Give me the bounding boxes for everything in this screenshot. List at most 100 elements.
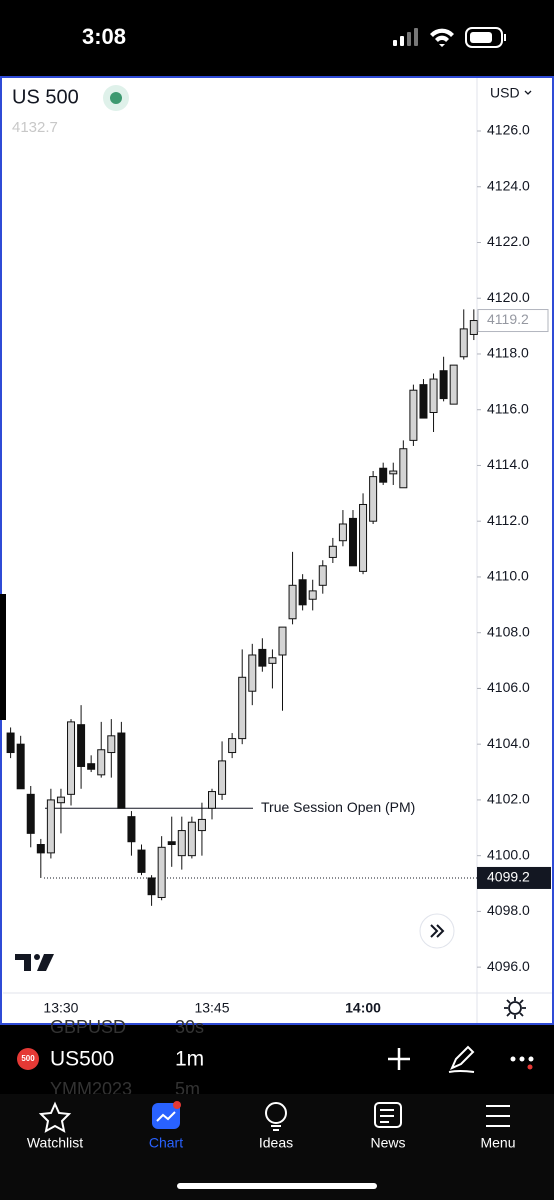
candle-body [228, 738, 237, 754]
candle-body [449, 364, 458, 405]
candle-body [278, 626, 287, 656]
candle-body [56, 796, 65, 804]
candle-body [46, 799, 55, 854]
current-price-label: 4119.2 [487, 311, 529, 327]
last-price: 4132.7 [12, 119, 58, 136]
candle-body [147, 877, 156, 896]
tv-logo [15, 954, 54, 971]
candle-body [389, 470, 398, 475]
candle-body [127, 816, 136, 843]
edge-marker [0, 594, 6, 720]
candle-body [459, 328, 468, 358]
status-icons [393, 27, 506, 48]
settings-icon[interactable] [504, 997, 526, 1019]
add-icon[interactable] [388, 1048, 410, 1070]
y-tick-label: 4108.0 [487, 623, 530, 639]
candle-body [248, 654, 257, 692]
toolbar: GBPUSD 30s US500 1m YMM2023 5m [50, 1017, 204, 1099]
candle-body [369, 476, 378, 522]
candle-body [177, 830, 186, 857]
candle-body [218, 760, 227, 795]
candle-body [409, 389, 418, 441]
candle-body [238, 676, 247, 740]
candle-body [87, 763, 96, 770]
candle-body [117, 732, 126, 809]
candle-body [197, 818, 206, 832]
candle-body [348, 517, 357, 567]
y-tick-label: 4118.0 [487, 345, 529, 361]
candle-body [36, 844, 45, 854]
candle-body [469, 320, 478, 335]
candle-body [67, 721, 76, 795]
candle-body [439, 370, 448, 400]
price-line-label: 4099.2 [487, 869, 530, 885]
toolbar-interval: 30s [175, 1017, 204, 1037]
candle-body [318, 565, 327, 586]
current-price-tag [477, 309, 549, 333]
x-tick-label: 14:00 [345, 1000, 381, 1016]
y-tick-label: 4100.0 [487, 846, 530, 862]
candle-body [26, 793, 35, 834]
candle-body [379, 467, 388, 483]
y-tick-label: 4116.0 [487, 400, 529, 416]
y-tick-label: 4126.0 [487, 122, 530, 138]
candle-body [77, 724, 86, 767]
candle-body [288, 584, 297, 620]
candle-body [167, 841, 176, 846]
candle-body [187, 821, 196, 857]
scroll-button[interactable] [419, 913, 455, 949]
y-tick-label: 4106.0 [487, 679, 530, 695]
session-label: True Session Open (PM) [261, 799, 415, 815]
y-tick-label: 4096.0 [487, 958, 530, 974]
candle-body [328, 545, 337, 558]
home-indicator [177, 1183, 377, 1189]
toolbar-symbol[interactable]: US500 [50, 1048, 114, 1071]
more-icon[interactable] [510, 1056, 534, 1070]
candle-body [308, 590, 317, 600]
x-tick-label: 13:30 [43, 1000, 78, 1016]
y-tick-label: 4120.0 [487, 289, 530, 305]
nav-item[interactable]: News [370, 1135, 405, 1151]
nav-item[interactable]: Chart [149, 1135, 183, 1151]
status-dot [110, 92, 122, 104]
plot: 4096.0 4098.0 4100.0 4102.0 4104.0 4106.0 4108… [6, 122, 551, 1016]
candle-body [268, 657, 277, 664]
y-tick-label: 4114.0 [487, 456, 529, 472]
draw-icon[interactable] [448, 1045, 475, 1073]
price-line-tag [477, 866, 551, 889]
nav-item[interactable]: Ideas [259, 1135, 293, 1151]
y-tick-label: 4098.0 [487, 902, 530, 918]
candle-body [157, 846, 166, 898]
candle-body [419, 384, 428, 419]
y-tick-label: 4122.0 [487, 233, 530, 249]
candle-body [208, 791, 216, 809]
candle-body [359, 503, 368, 572]
y-tick-label: 4102.0 [487, 791, 530, 807]
candle-body [399, 448, 408, 489]
candle-body [137, 849, 146, 873]
y-tick-label: 4104.0 [487, 735, 530, 751]
candle-body [429, 378, 438, 414]
nav-icons [38, 1101, 510, 1133]
candle-body [6, 732, 15, 754]
currency-caret [524, 90, 532, 95]
x-tick-label: 13:45 [194, 1000, 229, 1016]
symbol-title: US 500 [12, 86, 79, 108]
candle-body [107, 735, 116, 754]
y-tick-label: 4112.0 [487, 512, 529, 528]
badge-text: 500 [21, 1054, 35, 1063]
nav-item[interactable]: Menu [480, 1135, 515, 1151]
nav: Watchlist Chart Ideas News Menu [27, 1135, 516, 1151]
currency[interactable]: USD [490, 85, 520, 101]
toolbar-interval[interactable]: 1m [175, 1048, 204, 1071]
symbol-badge [17, 1048, 39, 1070]
toolbar-symbol: GBPUSD [50, 1017, 126, 1037]
candle-body [16, 743, 25, 790]
nav-item[interactable]: Watchlist [27, 1135, 83, 1151]
y-tick-label: 4110.0 [487, 568, 529, 584]
toolbar-interval: 5m [175, 1079, 200, 1099]
candle-body [258, 648, 267, 667]
candle-body [338, 523, 347, 542]
